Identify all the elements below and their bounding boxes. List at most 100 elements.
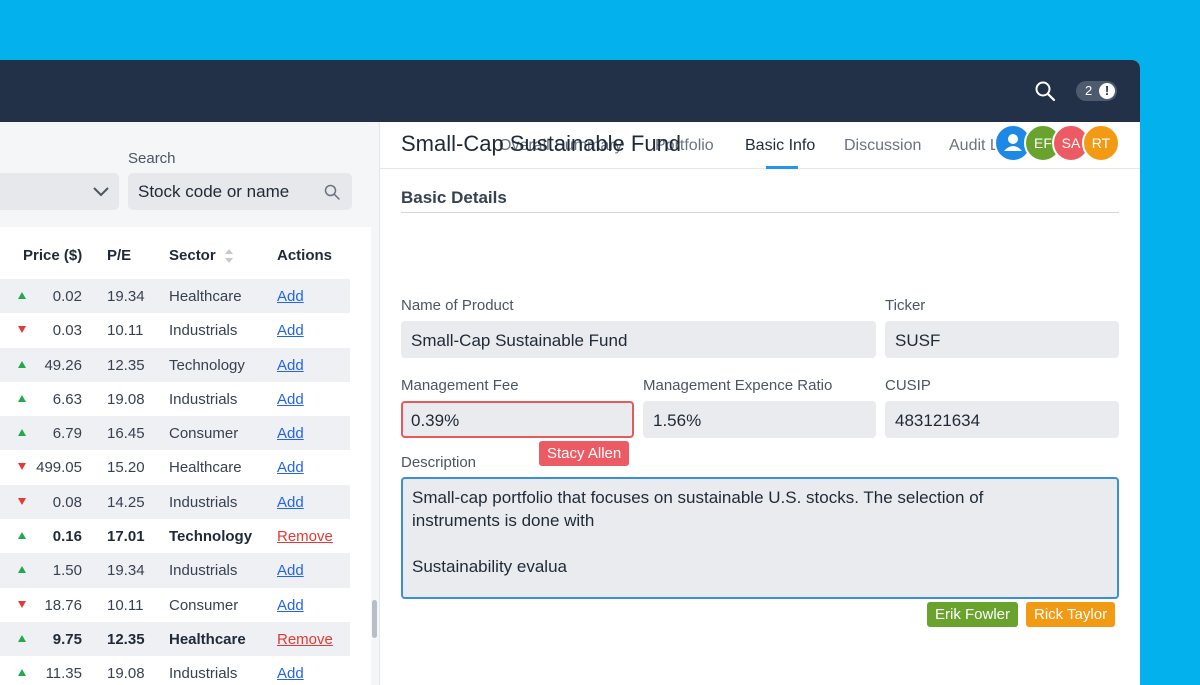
pe-cell: 19.08 xyxy=(107,390,145,408)
sector-cell: Industrials xyxy=(169,390,238,408)
pe-cell: 10.11 xyxy=(107,596,144,614)
search-icon[interactable] xyxy=(324,184,340,200)
arrow-up-icon xyxy=(18,634,26,642)
search-label: Search xyxy=(128,150,176,167)
sector-cell: Consumer xyxy=(169,596,239,614)
pe-cell: 15.20 xyxy=(107,459,145,477)
sector-cell: Industrials xyxy=(169,322,238,340)
arrow-up-icon xyxy=(18,394,26,402)
add-link[interactable]: Add xyxy=(277,390,304,408)
price-cell: 11.35 xyxy=(45,665,82,683)
add-link[interactable]: Add xyxy=(277,356,304,374)
search-input[interactable] xyxy=(138,173,313,210)
sort-icon[interactable] xyxy=(224,248,234,264)
sector-cell: Technology xyxy=(169,356,245,374)
price-cell: 18.76 xyxy=(44,596,82,614)
stock-table: Price ($) P/E Sector Actions 0.02 19.34 He… xyxy=(0,227,371,685)
table-row: 49.26 12.35 Technology Add xyxy=(0,347,350,382)
add-link[interactable]: Add xyxy=(277,459,304,477)
tab-basic-info[interactable]: Basic Info xyxy=(745,137,816,154)
remove-link[interactable]: Remove xyxy=(277,630,333,648)
active-tab-indicator xyxy=(766,166,798,169)
arrow-up-icon xyxy=(18,429,26,437)
product-name-field[interactable]: Small-Cap Sustainable Fund xyxy=(401,321,876,358)
column-header-actions: Actions xyxy=(277,247,333,264)
sector-cell: Industrials xyxy=(169,562,238,580)
notification-badge[interactable]: 2 ! xyxy=(1076,81,1117,101)
arrow-down-icon xyxy=(18,497,26,505)
column-header-price[interactable]: Price ($) xyxy=(23,247,83,264)
price-cell: 49.26 xyxy=(44,356,82,374)
pe-cell: 12.35 xyxy=(107,630,145,648)
price-cell: 6.63 xyxy=(52,390,82,408)
table-row: 0.08 14.25 Industrials Add xyxy=(0,484,350,520)
table-row: 6.79 16.45 Consumer Add xyxy=(0,416,350,451)
add-link[interactable]: Add xyxy=(277,596,304,614)
avatar-rt[interactable]: RT xyxy=(1082,124,1120,162)
top-bar: 2 ! xyxy=(0,60,1140,122)
sector-cell: Industrials xyxy=(169,493,238,511)
collaborator-avatars: EF SA RT xyxy=(994,124,1124,162)
add-link[interactable]: Add xyxy=(277,288,304,305)
add-link[interactable]: Add xyxy=(277,322,304,340)
search-icon[interactable] xyxy=(1034,80,1056,102)
expense-ratio-field[interactable]: 1.56% xyxy=(643,401,876,438)
arrow-up-icon xyxy=(18,669,26,677)
table-row: 0.03 10.11 Industrials Add xyxy=(0,313,350,347)
table-row: 18.76 10.11 Consumer Add xyxy=(0,588,350,622)
pe-cell: 19.34 xyxy=(107,288,145,305)
add-link[interactable]: Add xyxy=(277,562,304,580)
add-link[interactable]: Add xyxy=(277,493,304,511)
column-header-sector[interactable]: Sector xyxy=(169,247,234,264)
pe-cell: 19.08 xyxy=(107,665,145,683)
filter-dropdown[interactable] xyxy=(0,173,119,210)
arrow-up-icon xyxy=(18,532,26,540)
section-title: Basic Details xyxy=(401,188,507,207)
price-cell: 499.05 xyxy=(36,459,82,477)
column-header-pe[interactable]: P/E xyxy=(107,247,132,264)
arrow-down-icon xyxy=(18,463,26,471)
sector-cell: Healthcare xyxy=(169,288,242,305)
sector-cell: Technology xyxy=(169,528,253,546)
tab-discussion[interactable]: Discussion xyxy=(844,137,922,154)
table-row: 6.63 19.08 Industrials Add xyxy=(0,382,350,416)
scrollbar[interactable] xyxy=(372,600,377,638)
table-row: 9.75 12.35 Healthcare Remove xyxy=(0,621,350,657)
add-link[interactable]: Add xyxy=(277,425,304,443)
cusip-field[interactable]: 483121634 xyxy=(885,401,1119,438)
app-window: 2 ! Search Price ($) P/E Sector xyxy=(0,60,1140,685)
remove-link[interactable]: Remove xyxy=(277,528,333,546)
tab-portfolio[interactable]: Portfolio xyxy=(655,137,714,154)
tab-overall-summary[interactable]: Overall Summary xyxy=(499,137,623,154)
description-textarea[interactable]: Small-cap portfolio that focuses on sust… xyxy=(401,477,1119,599)
table-header: Price ($) P/E Sector Actions xyxy=(0,247,360,275)
ratio-label: Management Expence Ratio xyxy=(643,377,833,394)
editor-tag-erik: Erik Fowler xyxy=(927,602,1019,627)
add-link[interactable]: Add xyxy=(277,665,304,683)
table-row: 11.35 19.08 Industrials Add xyxy=(0,656,350,685)
chevron-down-icon xyxy=(93,187,109,197)
price-cell: 1.50 xyxy=(52,562,82,580)
table-row: 499.05 15.20 Healthcare Add xyxy=(0,450,350,484)
pe-cell: 17.01 xyxy=(107,528,145,546)
editor-tag-rick: Rick Taylor xyxy=(1026,602,1116,627)
cusip-label: CUSIP xyxy=(885,377,931,394)
management-fee-field[interactable]: 0.39% xyxy=(401,401,634,438)
alert-icon: ! xyxy=(1099,83,1115,99)
price-cell: 9.75 xyxy=(52,630,82,648)
ticker-field[interactable]: SUSF xyxy=(885,321,1119,358)
description-label: Description xyxy=(401,454,477,471)
fee-label: Management Fee xyxy=(401,377,519,394)
name-label: Name of Product xyxy=(401,297,514,314)
user-icon xyxy=(1004,134,1022,151)
pe-cell: 12.35 xyxy=(107,356,145,374)
table-body: 0.02 19.34 Healthcare Add 0.03 10.11 Industria… xyxy=(0,279,350,685)
pe-cell: 10.11 xyxy=(107,322,144,340)
sector-cell: Healthcare xyxy=(169,630,246,648)
sector-cell: Healthcare xyxy=(169,459,242,477)
tab-bar: Overall Summary Portfolio Basic Info Dis… xyxy=(380,122,1140,169)
sector-header-label: Sector xyxy=(169,247,216,264)
stock-list-panel: Search Price ($) P/E Sector xyxy=(0,122,380,685)
sector-cell: Consumer xyxy=(169,425,239,443)
sector-cell: Industrials xyxy=(169,665,238,683)
